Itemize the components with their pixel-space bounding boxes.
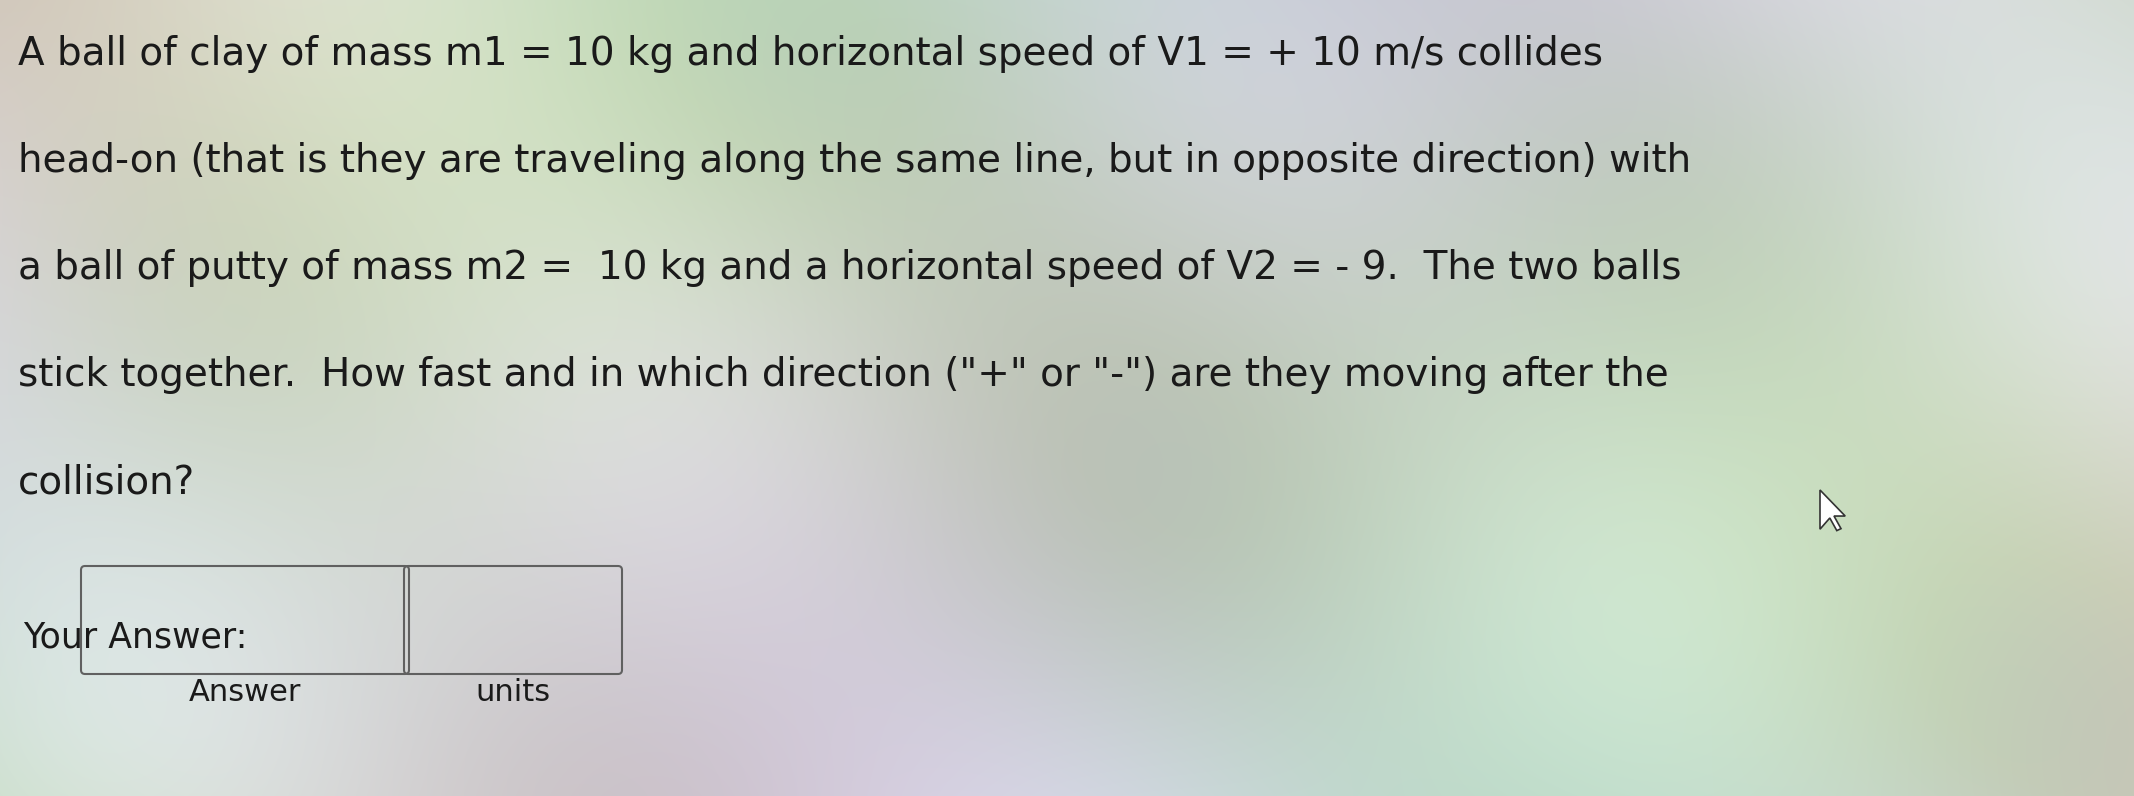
Text: a ball of putty of mass m2 =  10 kg and a horizontal speed of V2 = - 9.  The two: a ball of putty of mass m2 = 10 kg and a… [17,249,1682,287]
Text: Answer: Answer [188,678,301,707]
Text: stick together.  How fast and in which direction ("+" or "-") are they moving af: stick together. How fast and in which di… [17,356,1669,394]
Text: Your Answer:: Your Answer: [23,620,248,654]
Text: head-on (that is they are traveling along the same line, but in opposite directi: head-on (that is they are traveling alon… [17,142,1690,180]
Text: units: units [476,678,551,707]
Text: collision?: collision? [17,463,194,501]
Text: A ball of clay of mass m1 = 10 kg and horizontal speed of V1 = + 10 m/s collides: A ball of clay of mass m1 = 10 kg and ho… [17,35,1603,73]
Polygon shape [1820,490,1846,531]
